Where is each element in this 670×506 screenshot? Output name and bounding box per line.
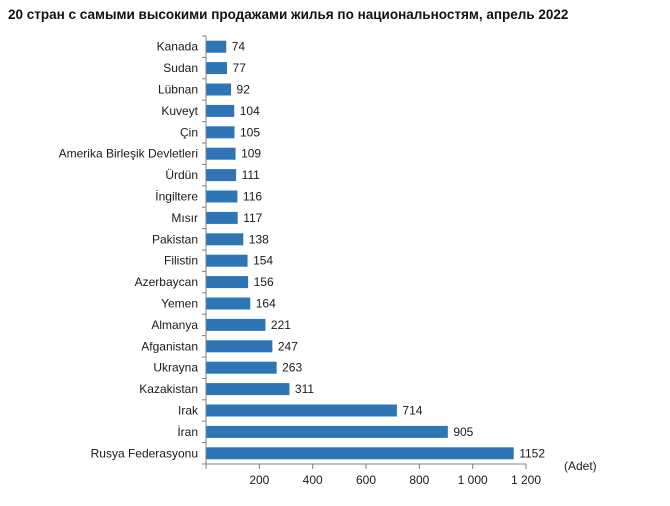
data-label: 263 — [282, 361, 302, 375]
bar — [206, 147, 236, 160]
bar — [206, 361, 277, 374]
x-tick-label: 200 — [249, 473, 269, 487]
category-label: Sudan — [163, 61, 198, 75]
category-label: Pakistan — [152, 232, 198, 246]
category-label: Ukrayna — [153, 361, 198, 375]
data-label: 221 — [271, 318, 291, 332]
category-label: Mısır — [171, 211, 198, 225]
bar — [206, 62, 228, 75]
x-tick-label: 1 000 — [458, 473, 488, 487]
data-label: 105 — [240, 125, 260, 139]
category-label: Çin — [180, 125, 198, 139]
bar — [206, 211, 238, 224]
bar — [206, 425, 448, 438]
bar — [206, 297, 251, 310]
bar — [206, 340, 273, 353]
bar — [206, 104, 235, 117]
category-label: Lübnan — [158, 83, 198, 97]
category-label: Rusya Federasyonu — [91, 446, 198, 460]
bar — [206, 190, 238, 203]
data-label: 116 — [243, 190, 262, 204]
data-label: 905 — [453, 425, 473, 439]
data-label: 77 — [233, 61, 247, 75]
data-label: 104 — [240, 104, 260, 118]
bar — [206, 447, 514, 460]
bar — [206, 126, 235, 139]
x-tick-label: 1 200 — [511, 473, 541, 487]
data-label: 92 — [237, 83, 251, 97]
data-label: 714 — [402, 404, 422, 418]
category-label: Kanada — [157, 40, 199, 54]
data-label: 109 — [241, 147, 261, 161]
data-label: 247 — [278, 339, 298, 353]
category-label: Almanya — [151, 318, 198, 332]
x-tick-label: 400 — [303, 473, 323, 487]
data-label: 164 — [256, 297, 276, 311]
data-label: 74 — [232, 40, 246, 54]
x-tick-label: 600 — [356, 473, 376, 487]
bar — [206, 276, 249, 289]
data-label: 311 — [295, 382, 314, 396]
bar — [206, 383, 290, 396]
data-label: 1152 — [519, 446, 545, 460]
bar — [206, 83, 232, 96]
category-label: Irak — [178, 404, 199, 418]
bar — [206, 318, 266, 331]
data-label: 156 — [254, 275, 274, 289]
category-label: Yemen — [161, 297, 198, 311]
category-label: Amerika Birleşik Devletleri — [59, 147, 198, 161]
data-label: 117 — [243, 211, 262, 225]
bar — [206, 40, 227, 53]
category-label: Kazakistan — [139, 382, 198, 396]
category-label: İran — [177, 425, 198, 439]
category-label: Ürdün — [165, 168, 198, 182]
unit-label: (Adet) — [564, 459, 597, 473]
bar — [206, 254, 248, 267]
data-label: 111 — [242, 168, 261, 182]
bar — [206, 169, 237, 182]
bar — [206, 233, 244, 246]
x-tick-label: 800 — [409, 473, 429, 487]
data-label: 138 — [249, 232, 269, 246]
bar — [206, 404, 397, 417]
data-label: 154 — [253, 254, 273, 268]
category-label: İngiltere — [155, 190, 198, 204]
category-label: Azerbaycan — [135, 275, 198, 289]
category-label: Afganistan — [141, 339, 198, 353]
category-label: Filistin — [164, 254, 198, 268]
category-label: Kuveyt — [161, 104, 198, 118]
chart-title: 20 стран с самыми высокими продажами жил… — [8, 7, 569, 22]
